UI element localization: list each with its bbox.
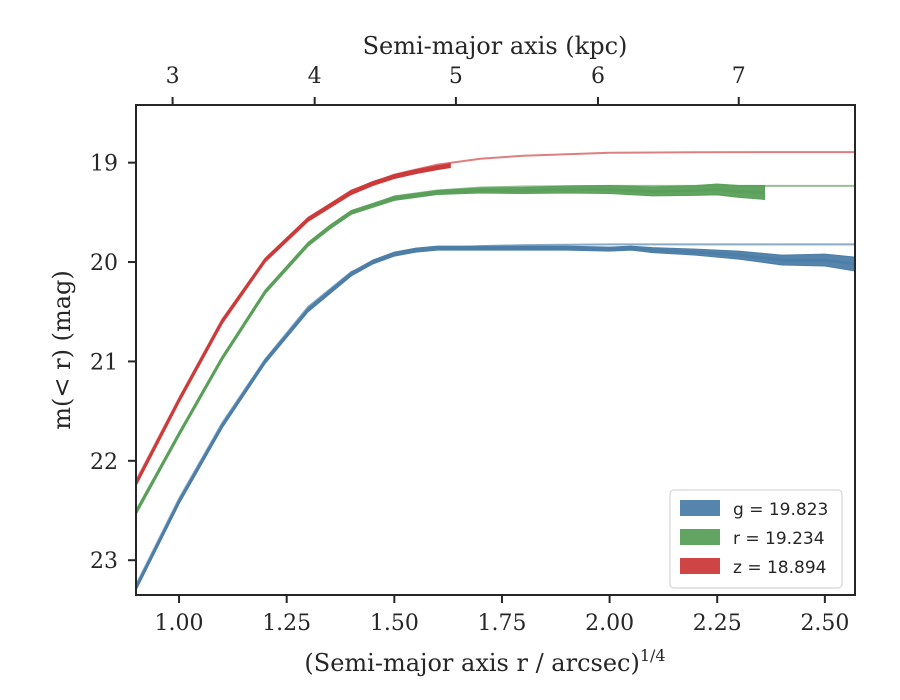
top-tick-label: 4 (308, 64, 322, 89)
x-tick-label: 1.50 (370, 611, 419, 636)
y-tick-label: 21 (90, 350, 118, 375)
band-g (136, 245, 855, 591)
model-line-r (136, 184, 855, 511)
legend-label-r: r = 19.234 (733, 529, 825, 549)
series-layer (136, 151, 855, 591)
y-tick-label: 22 (90, 450, 118, 475)
top-tick-label: 3 (166, 64, 180, 89)
x-tick-label: 1.00 (155, 611, 204, 636)
plot-area (135, 104, 856, 596)
legend-swatch-r (680, 529, 720, 545)
y-axis: 19 20 21 22 23 (90, 152, 136, 574)
plot-frame (135, 104, 856, 596)
x-tick-label: 2.00 (585, 611, 634, 636)
x-tick-label: 2.25 (693, 611, 742, 636)
top-axis-title: Semi-major axis (kpc) (363, 32, 628, 60)
data-line-g (136, 246, 855, 589)
x-axis-bottom: 1.00 1.25 1.50 1.75 2.00 2.25 2.50 (155, 595, 849, 636)
x-tick-label: 1.75 (477, 611, 526, 636)
y-tick-label: 20 (90, 251, 118, 276)
y-tick-label: 23 (90, 549, 118, 574)
top-tick-label: 7 (732, 64, 746, 89)
x-axis-top: 3 4 5 6 7 (166, 64, 746, 105)
x-axis-title-exponent: 1/4 (640, 646, 666, 665)
y-axis-title: m(< r) (mag) (48, 270, 76, 429)
data-line-z (136, 164, 451, 485)
x-tick-label: 2.50 (800, 611, 849, 636)
y-tick-label: 19 (90, 152, 118, 177)
legend-swatch-z (680, 558, 720, 574)
top-tick-label: 5 (449, 64, 463, 89)
top-tick-label: 6 (591, 64, 605, 89)
band-r (136, 183, 766, 515)
legend-label-g: g = 19.823 (733, 500, 828, 520)
x-axis-title: (Semi-major axis r / arcsec)1/4 (304, 646, 665, 677)
x-tick-label: 1.25 (262, 611, 311, 636)
model-line-z (136, 151, 855, 482)
x-axis-title-text: (Semi-major axis r / arcsec) (304, 649, 639, 677)
data-line-r (136, 187, 765, 514)
legend-swatch-g (680, 500, 720, 516)
legend: g = 19.823 r = 19.234 z = 18.894 (669, 489, 843, 589)
legend-label-z: z = 18.894 (733, 558, 826, 578)
